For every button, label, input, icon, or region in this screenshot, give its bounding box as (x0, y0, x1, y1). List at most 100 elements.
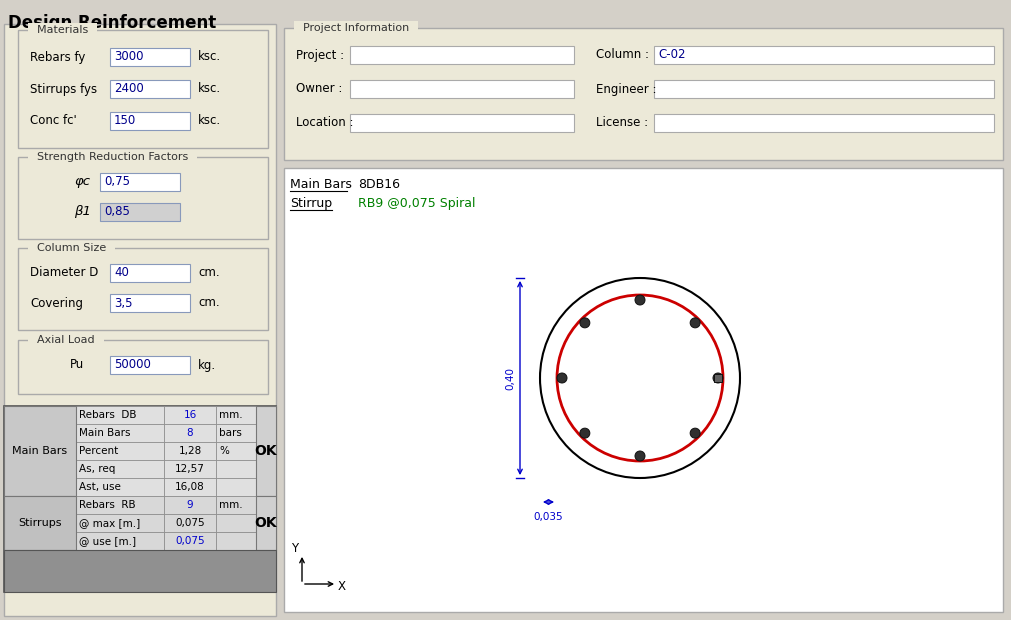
Text: Main Bars: Main Bars (12, 446, 68, 456)
Text: β1: β1 (74, 205, 90, 218)
Text: 2400: 2400 (114, 82, 144, 95)
Bar (216, 442, 256, 460)
Bar (100, 203, 180, 221)
Text: @ use [m.]: @ use [m.] (79, 536, 136, 546)
Text: Column :: Column : (596, 48, 649, 61)
Text: Project Information: Project Information (296, 23, 417, 33)
Circle shape (691, 318, 701, 328)
Text: kg.: kg. (198, 358, 216, 371)
Circle shape (557, 373, 567, 383)
Text: cm.: cm. (198, 267, 219, 280)
Text: 9: 9 (187, 500, 193, 510)
Text: RB9 @0,075 Spiral: RB9 @0,075 Spiral (358, 197, 475, 210)
Circle shape (691, 428, 701, 438)
Text: Column Size: Column Size (30, 243, 113, 253)
Bar (76, 514, 164, 532)
Circle shape (580, 428, 589, 438)
Bar (110, 356, 190, 374)
Text: Stirrup: Stirrup (290, 197, 333, 210)
Bar (164, 514, 216, 532)
Text: Main Bars: Main Bars (79, 428, 130, 438)
Text: 3000: 3000 (114, 50, 144, 63)
Bar (18, 157, 268, 239)
Text: Owner :: Owner : (296, 82, 343, 95)
Text: 40: 40 (114, 267, 128, 280)
Text: 8DB16: 8DB16 (358, 177, 400, 190)
Bar (110, 80, 190, 98)
Bar (110, 48, 190, 66)
Text: %: % (219, 446, 228, 456)
Text: 16: 16 (183, 410, 196, 420)
Bar (4, 496, 76, 550)
Circle shape (713, 373, 723, 383)
Text: Project :: Project : (296, 48, 344, 61)
Text: Location :: Location : (296, 117, 354, 130)
Text: Percent: Percent (79, 446, 118, 456)
Bar (216, 424, 256, 442)
Text: 1,28: 1,28 (178, 446, 201, 456)
Bar (216, 532, 256, 550)
Bar (76, 532, 164, 550)
Text: Axial Load: Axial Load (30, 335, 102, 345)
Bar (4, 24, 276, 616)
Text: Stirrups fys: Stirrups fys (30, 82, 97, 95)
Text: Engineer :: Engineer : (596, 82, 656, 95)
Text: φc: φc (74, 175, 90, 188)
Bar (164, 406, 216, 424)
Bar (714, 374, 722, 382)
Bar (164, 478, 216, 496)
Text: 3,5: 3,5 (114, 296, 132, 309)
Text: ksc.: ksc. (198, 115, 221, 128)
Text: mm.: mm. (219, 500, 243, 510)
Bar (4, 550, 276, 592)
Bar (256, 496, 276, 550)
Text: Conc fc': Conc fc' (30, 115, 77, 128)
Text: OK: OK (255, 444, 277, 458)
Text: Covering: Covering (30, 296, 83, 309)
Bar (164, 496, 216, 514)
Circle shape (580, 318, 589, 328)
Bar (164, 424, 216, 442)
Text: 12,57: 12,57 (175, 464, 205, 474)
Text: Stirrups: Stirrups (18, 518, 62, 528)
Text: 0,035: 0,035 (534, 512, 563, 522)
Text: 0,40: 0,40 (506, 366, 515, 389)
Bar (18, 30, 268, 148)
Text: Main Bars: Main Bars (290, 177, 352, 190)
Bar (350, 114, 574, 132)
Text: OK: OK (255, 516, 277, 530)
Text: bars: bars (219, 428, 242, 438)
Bar (110, 264, 190, 282)
Text: @ max [m.]: @ max [m.] (79, 518, 141, 528)
Text: 0,75: 0,75 (104, 175, 130, 188)
Bar (216, 514, 256, 532)
Bar (350, 46, 574, 64)
Text: X: X (338, 580, 346, 593)
Bar (654, 80, 994, 98)
Bar (284, 28, 1003, 160)
Bar (216, 460, 256, 478)
Bar (110, 294, 190, 312)
Text: Strength Reduction Factors: Strength Reduction Factors (30, 152, 195, 162)
Text: As, req: As, req (79, 464, 115, 474)
Bar (4, 406, 276, 592)
Text: Rebars  DB: Rebars DB (79, 410, 136, 420)
Text: 8: 8 (187, 428, 193, 438)
Bar (164, 442, 216, 460)
Text: ksc.: ksc. (198, 50, 221, 63)
Bar (164, 532, 216, 550)
Text: mm.: mm. (219, 410, 243, 420)
Text: C-02: C-02 (658, 48, 685, 61)
Bar (18, 340, 268, 394)
Text: Ast, use: Ast, use (79, 482, 121, 492)
Circle shape (635, 451, 645, 461)
Text: Rebars  RB: Rebars RB (79, 500, 135, 510)
Text: Materials: Materials (30, 25, 95, 35)
Text: Y: Y (291, 541, 298, 554)
Bar (76, 478, 164, 496)
Bar (164, 460, 216, 478)
Bar (76, 406, 164, 424)
Text: cm.: cm. (198, 296, 219, 309)
Bar (284, 168, 1003, 612)
Bar (76, 442, 164, 460)
